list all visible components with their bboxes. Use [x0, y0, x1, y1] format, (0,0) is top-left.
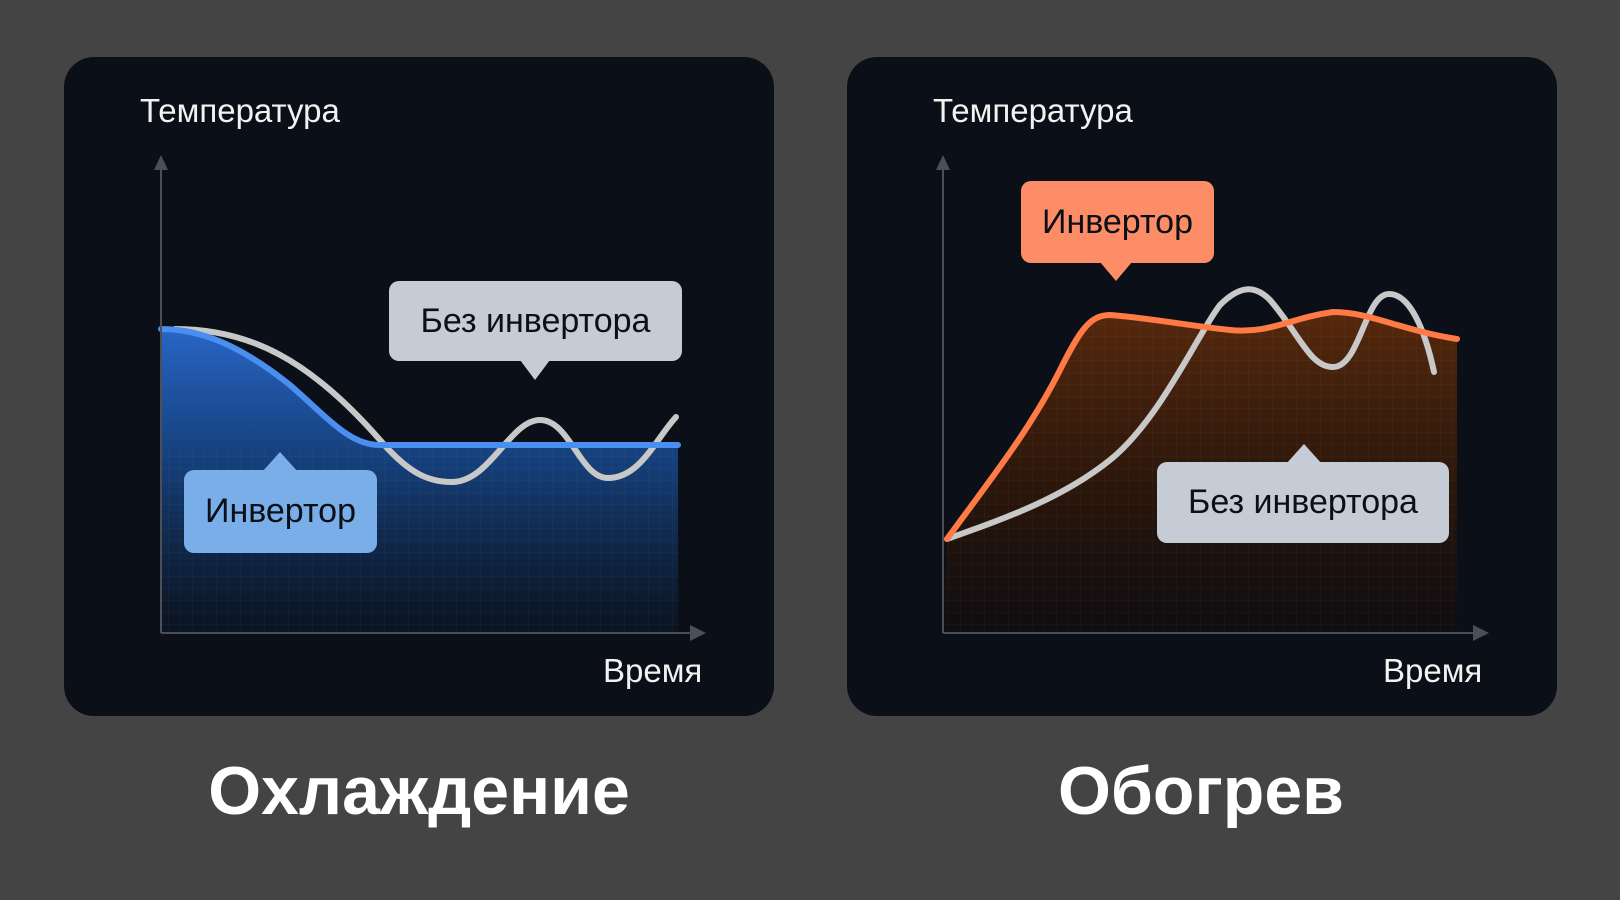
- cooling-inverter-line: [158, 326, 681, 448]
- heating-x-axis-arrow-icon: [1473, 625, 1489, 641]
- heating-no-inverter-tag: Без инвертора: [1157, 462, 1449, 543]
- heating-inverter-line: [944, 308, 1460, 542]
- heating-no-inverter-line: [944, 286, 1437, 542]
- cooling-x-axis-label: Время: [603, 652, 703, 689]
- cooling-no-inverter-line: [172, 326, 679, 486]
- cooling-no-inverter-tag-pointer: [520, 360, 550, 380]
- cooling-y-axis-label: Температура: [140, 92, 340, 129]
- heating-inverter-tag: Инвертор: [1021, 181, 1214, 263]
- cooling-y-axis-arrow-icon: [154, 155, 168, 170]
- cooling-inverter-tag: Инвертор: [184, 470, 377, 553]
- heating-inverter-tag-pointer: [1100, 262, 1132, 281]
- cooling-no-inverter-tag: Без инвертора: [389, 281, 682, 361]
- cooling-chart: [154, 155, 706, 641]
- heating-y-axis-label: Температура: [933, 92, 1133, 129]
- cooling-x-axis-arrow-icon: [690, 625, 706, 641]
- heating-y-axis-arrow-icon: [936, 155, 950, 170]
- cooling-title: Охлаждение: [208, 753, 630, 829]
- heating-x-axis-label: Время: [1383, 652, 1483, 689]
- heating-no-inverter-tag-pointer: [1286, 444, 1322, 464]
- heating-title: Обогрев: [1058, 753, 1344, 829]
- cooling-inverter-tag-pointer: [262, 452, 298, 472]
